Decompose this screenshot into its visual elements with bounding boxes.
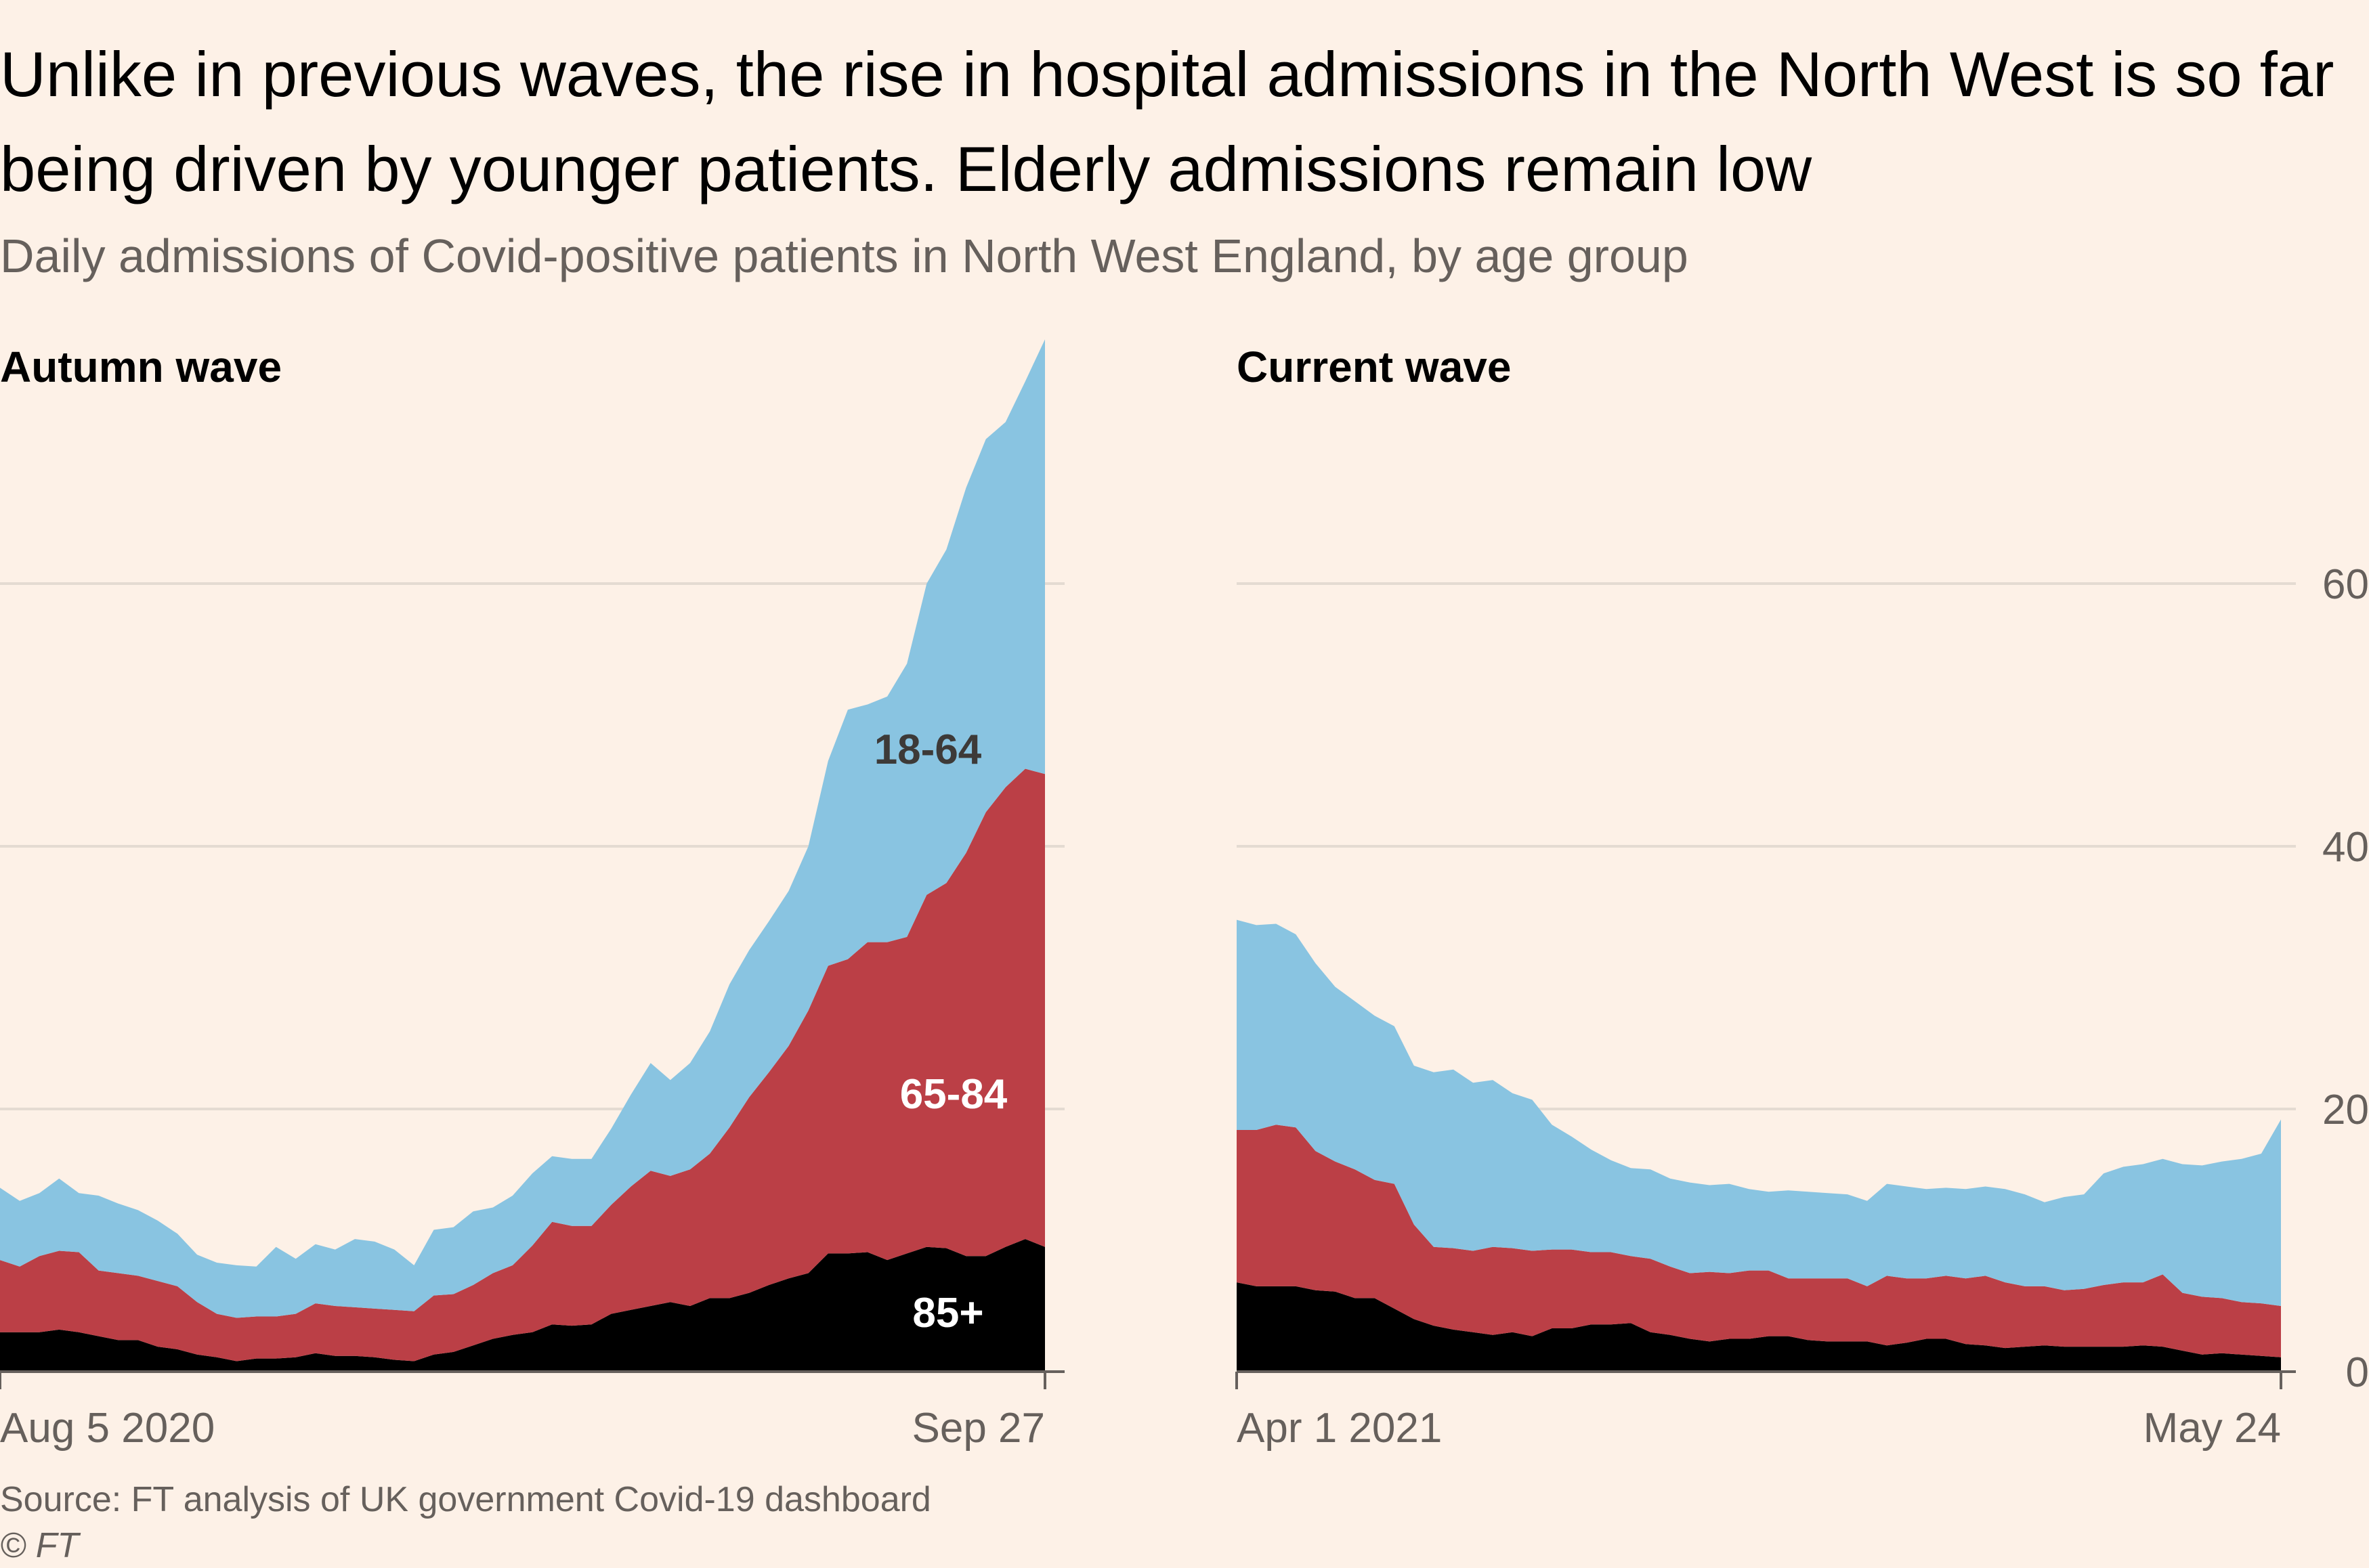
x-tick-label: Apr 1 2021 <box>1237 1405 1442 1452</box>
x-tick-label: May 24 <box>2143 1405 2281 1452</box>
panel-title-autumn: Autumn wave <box>0 343 282 391</box>
y-tick-label-60: 60 <box>2322 561 2369 608</box>
panel-title-current: Current wave <box>1237 343 1512 391</box>
area-85plus-panel-1 <box>0 1239 1045 1372</box>
gridlines <box>0 582 2296 1110</box>
area-65-84-panel-2 <box>1237 1125 2281 1357</box>
axes: Aug 5 2020 Sep 27 Apr 1 2021 May 24 0 20 40 60 <box>0 561 2369 1452</box>
chart-subtitle: Daily admissions of Covid-positive patie… <box>0 230 1688 282</box>
area-18-64-panel-2 <box>1237 919 2281 1306</box>
labels: 18-64 65-84 85+ <box>874 726 1008 1336</box>
area-layer <box>0 339 2281 1372</box>
area-18-64-panel-1 <box>0 339 1045 1318</box>
x-tick-label: Sep 27 <box>912 1405 1045 1452</box>
area-85plus-panel-2 <box>1237 1282 2281 1372</box>
y-tick-label-40: 40 <box>2322 824 2369 871</box>
series-label-18-64: 18-64 <box>874 726 982 773</box>
chart-title: Unlike in previous waves, the rise in ho… <box>0 39 2334 204</box>
y-tick-label-0: 0 <box>2346 1349 2369 1396</box>
y-tick-label-20: 20 <box>2322 1087 2369 1133</box>
area-65-84-panel-1 <box>0 768 1045 1362</box>
x-tick-label: Aug 5 2020 <box>0 1405 215 1452</box>
series-label-65-84: 65-84 <box>900 1071 1008 1118</box>
series-label-85plus: 85+ <box>912 1290 983 1336</box>
copyright-note: © FT <box>0 1526 79 1565</box>
source-note: Source: FT analysis of UK government Cov… <box>0 1480 931 1519</box>
